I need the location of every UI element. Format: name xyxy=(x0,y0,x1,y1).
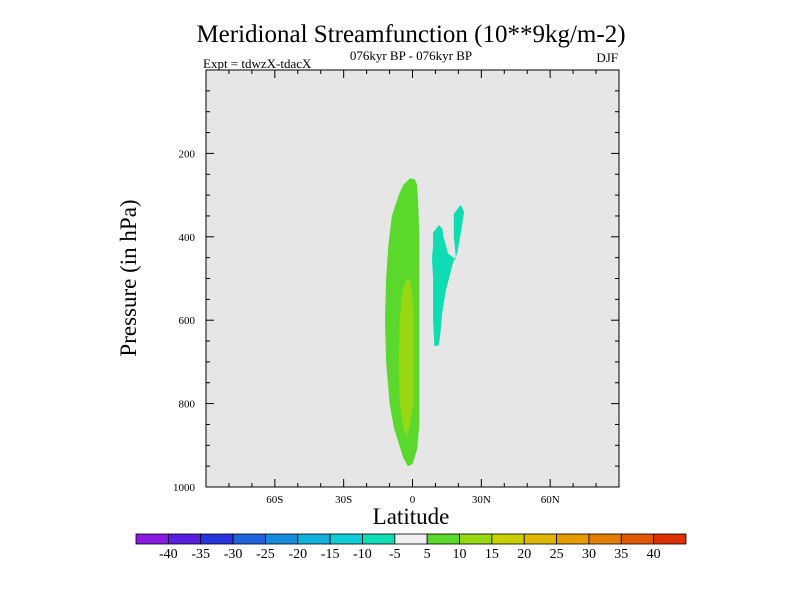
contour-region-2 xyxy=(432,204,465,347)
colorbar-label-7: -5 xyxy=(389,547,401,562)
colorbar-label-6: -10 xyxy=(353,547,372,562)
colorbar-box-11 xyxy=(491,533,525,545)
colorbar-label-3: -25 xyxy=(256,547,275,562)
colorbar-label-13: 30 xyxy=(582,547,596,562)
contour-regions xyxy=(385,178,465,467)
colorbar-box-10 xyxy=(459,533,493,545)
colorbar-box-4 xyxy=(265,533,299,545)
season-label: DJF xyxy=(596,50,618,65)
colorbar-label-10: 15 xyxy=(485,547,499,562)
colorbar-label-15: 40 xyxy=(647,547,661,562)
colorbar-box-0 xyxy=(135,533,169,545)
chart-title: Meridional Streamfunction (10**9kg/m-2) xyxy=(196,21,625,48)
colorbar-box-6 xyxy=(329,533,363,545)
y-tick-label-2: 600 xyxy=(179,315,196,327)
colorbar-label-5: -15 xyxy=(321,547,340,562)
y-tick-label-3: 800 xyxy=(179,399,196,411)
colorbar-box-15 xyxy=(620,533,655,545)
colorbar-label-0: -40 xyxy=(159,547,178,562)
x-tick-label-3: 30N xyxy=(472,494,491,506)
colorbar-box-14 xyxy=(588,533,622,545)
x-axis-ticks: 60S 30S 0 30N 60N xyxy=(228,70,597,506)
y-tick-label-4: 1000 xyxy=(173,482,196,494)
experiment-label: Expt = tdwzX-tdacX xyxy=(203,56,312,71)
y-tick-label-1: 400 xyxy=(179,232,196,244)
colorbar-box-12 xyxy=(523,533,557,545)
colorbar-label-11: 20 xyxy=(517,547,531,562)
colorbar xyxy=(135,533,687,545)
x-axis-label: Latitude xyxy=(373,504,450,529)
colorbar-box-5 xyxy=(297,533,331,545)
colorbar-label-12: 25 xyxy=(550,547,564,562)
contour-region-1 xyxy=(398,278,414,437)
x-tick-label-1: 30S xyxy=(335,494,352,506)
colorbar-box-7 xyxy=(362,533,396,545)
colorbar-label-8: 5 xyxy=(424,547,431,562)
x-tick-label-2: 0 xyxy=(410,494,416,506)
chart-subtitle: 076kyr BP - 076kyr BP xyxy=(350,48,472,63)
y-tick-label-0: 200 xyxy=(179,148,196,160)
colorbar-labels: -40 -35 -30 -25 -20 -15 -10 -5 5 10 15 20 25 30 35 40 xyxy=(159,547,661,562)
colorbar-label-4: -20 xyxy=(288,547,307,562)
x-tick-label-4: 60N xyxy=(541,494,560,506)
y-axis-ticks: 200 400 600 800 1000 xyxy=(173,90,619,494)
colorbar-box-8 xyxy=(394,533,428,545)
colorbar-label-2: -30 xyxy=(224,547,243,562)
colorbar-label-14: 35 xyxy=(614,547,628,562)
colorbar-box-1 xyxy=(167,533,202,545)
colorbar-label-9: 10 xyxy=(453,547,467,562)
x-tick-label-0: 60S xyxy=(266,494,283,506)
colorbar-box-9 xyxy=(426,533,460,545)
colorbar-box-16 xyxy=(653,533,687,545)
colorbar-box-2 xyxy=(200,533,234,545)
colorbar-box-3 xyxy=(232,533,266,545)
colorbar-label-1: -35 xyxy=(191,547,210,562)
colorbar-box-13 xyxy=(556,533,590,545)
y-axis-label: Pressure (in hPa) xyxy=(116,199,141,356)
